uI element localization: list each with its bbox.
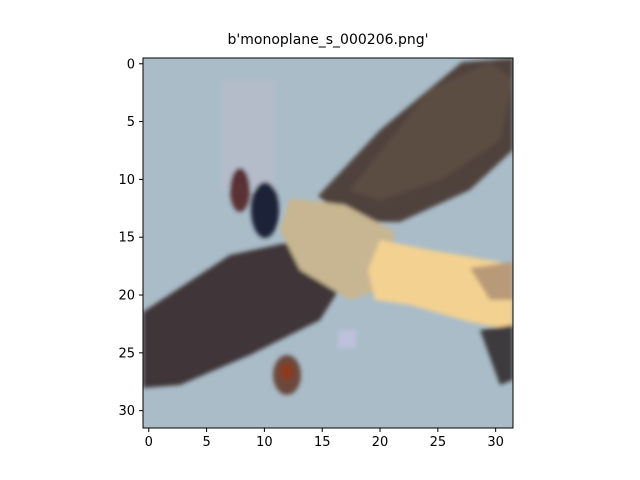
x-tick-label: 20 [372,435,389,450]
lower-detail-red [280,363,294,381]
tail-right [470,262,513,300]
lower-wing [143,240,345,388]
x-tick-label: 0 [145,435,153,450]
axes-frame [142,57,514,429]
upper-wing-shade [350,62,513,200]
y-tick-label: 0 [127,57,135,72]
y-tick-label: 5 [127,115,135,130]
faint-smear [220,80,275,190]
light-patch [338,330,356,348]
x-tick-label: 25 [430,435,447,450]
y-tick-label: 20 [118,289,135,304]
x-tick-label: 15 [314,435,331,450]
y-tick-label: 25 [118,346,135,361]
figure-title: b'monoplane_s_000206.png' [227,32,429,48]
x-tick-label: 10 [256,435,273,450]
y-axis: 0 5 10 15 20 25 30 [118,57,143,419]
monoplane-image [143,58,513,428]
x-tick-label: 30 [487,435,504,450]
tail-highlight [368,240,513,330]
cockpit [251,182,279,238]
x-axis: 0 5 10 15 20 25 30 [145,428,504,450]
fuselage [280,198,395,300]
right-wingtip [480,325,513,385]
x-tick-label: 5 [202,435,210,450]
nose-red [230,168,250,212]
y-tick-label: 15 [118,231,135,246]
y-tick-label: 30 [118,404,135,419]
y-tick-label: 10 [118,173,135,188]
